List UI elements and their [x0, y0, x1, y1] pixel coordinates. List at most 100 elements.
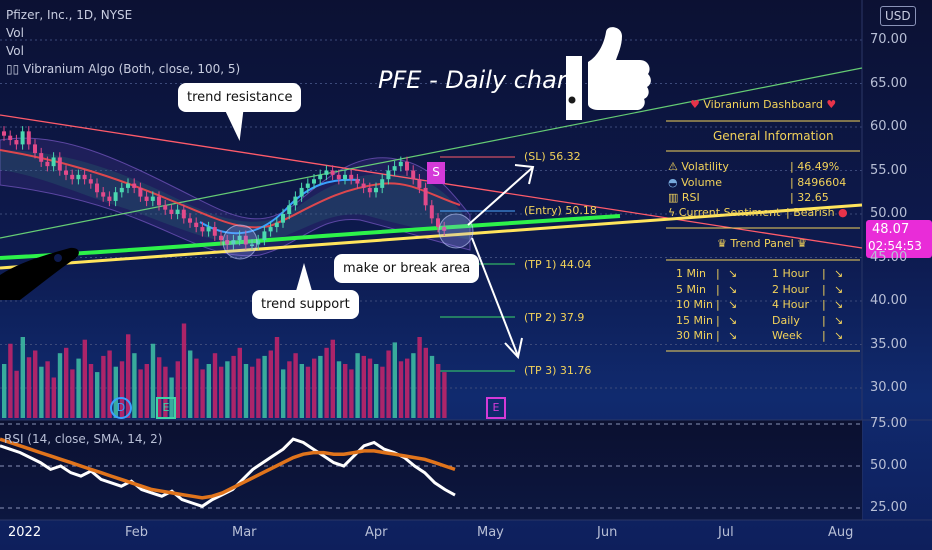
badge-icon: ♛ [717, 237, 731, 250]
marker-e-1[interactable]: E [156, 397, 176, 419]
candle [14, 140, 19, 145]
rsi-panel-label[interactable]: RSI (14, close, SMA, 14, 2) [4, 432, 163, 446]
candle [33, 144, 37, 154]
trend-panel-text: Trend Panel [730, 237, 794, 250]
volume-label: Volume [681, 176, 723, 189]
price-tag-value: 48.07 [872, 222, 910, 237]
trend-timeframe-right: Week [772, 329, 803, 342]
candle [262, 231, 267, 241]
price-tag [866, 220, 932, 258]
callout-tail-support [296, 263, 312, 291]
currency-button[interactable]: USD [880, 6, 916, 26]
price-tick-label: 40.00 [870, 293, 908, 308]
volume-bar [411, 353, 416, 418]
volume-bar [312, 358, 317, 418]
level-tp3: (TP 3) 31.76 [524, 364, 592, 377]
symbol-line[interactable]: Pfizer, Inc., 1D, NYSE [6, 8, 133, 22]
candle [144, 196, 149, 201]
volume-bar [398, 361, 404, 418]
volume-bar [157, 357, 162, 418]
candle [374, 187, 378, 193]
trend-timeframe-left: 30 Min [676, 329, 714, 342]
time-tick-label: 2022 [8, 525, 42, 540]
volume-bar [219, 366, 224, 418]
candle [219, 235, 223, 241]
volume-bar [293, 353, 298, 418]
trend-timeframe-right: 2 Hour [772, 282, 809, 296]
volatility-value: | 46.49% [790, 160, 840, 173]
rsi-label: RSI [681, 191, 700, 204]
price-tick-label: 70.00 [870, 32, 908, 47]
price-tick-label: 60.00 [870, 119, 908, 134]
volume-bar [355, 353, 360, 418]
band-cloud-inner [0, 150, 470, 244]
candle [287, 205, 292, 214]
dashboard-title: ♥ Vibranium Dashboard ♥ [690, 98, 836, 111]
candle [225, 240, 230, 245]
volume-bar [361, 355, 366, 418]
candle [281, 214, 285, 223]
marker-e-2[interactable]: E [486, 397, 506, 419]
volume-bar [181, 323, 187, 418]
trend-arrow-icon: ↘ [834, 329, 844, 342]
volume-bar [429, 355, 435, 418]
price-tick-label: 30.00 [870, 380, 908, 395]
candle [188, 218, 192, 223]
price-tick-label: 55.00 [870, 162, 908, 178]
volume-bar [39, 366, 44, 418]
level-entry: (Entry) 50.18 [524, 204, 597, 217]
marker-d[interactable]: D [110, 397, 132, 419]
volume-bar [8, 343, 13, 418]
rsi-value: | 32.65 [790, 191, 829, 204]
candle [405, 161, 409, 171]
volume-bar [299, 364, 304, 418]
price-tag-countdown: 02:54:53 [868, 239, 922, 253]
candle [237, 235, 242, 241]
warning-icon: ⚠ [668, 160, 682, 173]
volume-bar [423, 347, 428, 418]
candle [274, 222, 279, 228]
volume-bar [336, 361, 342, 418]
trend-divider: | [716, 329, 720, 342]
red-dot-icon: ● [834, 206, 848, 219]
rsi-tick-label: 25.00 [870, 500, 908, 515]
candle [411, 170, 416, 180]
rsi-tick-label: 75.00 [870, 416, 908, 431]
lightning-icon: ϟ [668, 206, 679, 219]
candle [64, 170, 68, 175]
green-ma-line [0, 214, 621, 260]
price-tick-label: 65.00 [870, 75, 908, 91]
volume-bar [281, 369, 286, 418]
volume-bar [206, 364, 211, 418]
callout-make-or-break: make or break area [334, 254, 480, 283]
trend-divider: | [716, 282, 720, 296]
s-marker[interactable]: S [427, 162, 445, 184]
candle [417, 179, 422, 188]
sentiment-row: ϟ Current Sentiment [668, 206, 780, 219]
candle [305, 183, 310, 188]
volume-bar [33, 350, 38, 418]
vibranium-indicator[interactable]: ▯▯ Vibranium Algo (Both, close, 100, 5) [6, 60, 240, 78]
trend-support-line [0, 203, 863, 270]
volume-row: ◓ Volume [668, 176, 722, 189]
candle [119, 187, 124, 193]
volume-bar [367, 358, 373, 418]
vol-indicator-1[interactable]: Vol [6, 26, 24, 40]
candle [312, 179, 316, 184]
vol-indicator-2[interactable]: Vol [6, 44, 24, 58]
volume-bar [175, 361, 180, 418]
candle [107, 196, 112, 201]
candle [8, 135, 13, 141]
candle [45, 161, 50, 167]
candle [324, 170, 329, 175]
candle [231, 240, 236, 245]
volume-bar [64, 347, 69, 418]
highlight-circle-right [438, 213, 474, 249]
price-tick-label: 50.00 [870, 206, 908, 221]
trend-divider: | [822, 298, 826, 311]
trend-arrow-icon: ↘ [834, 267, 844, 280]
time-tick-label: Jun [597, 525, 618, 540]
candle [268, 227, 273, 232]
time-tick-label: Jul [718, 525, 734, 540]
